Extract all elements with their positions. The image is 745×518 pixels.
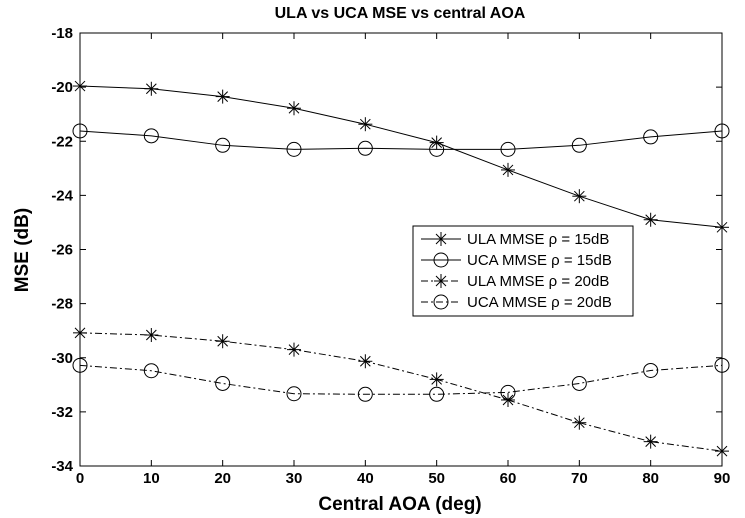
data-point [73,325,87,340]
data-point [429,386,445,402]
data-point [143,128,159,144]
data-point [357,386,373,402]
data-point [715,220,729,235]
data-point [643,434,658,449]
y-tick-label: -18 [51,25,73,42]
data-point [286,386,302,402]
data-point [73,79,87,94]
series-line [79,130,723,150]
data-point [215,89,230,104]
legend-box [412,225,634,317]
data-point [215,137,231,153]
legend-label: ULA MMSE ρ = 15dB [467,231,609,248]
series-3 [73,325,729,459]
series-1 [73,79,729,235]
legend-label: UCA MMSE ρ = 20dB [467,294,612,311]
series-2 [72,123,730,157]
legend-marker [434,274,448,288]
x-tick-label: 80 [642,470,659,487]
data-point [429,141,445,157]
x-tick-label: 40 [357,470,374,487]
x-tick-label: 20 [214,470,231,487]
series-line [79,364,723,395]
x-tick-label: 50 [428,470,445,487]
legend-marker [434,232,448,246]
x-tick-label: 10 [143,470,160,487]
data-point [572,415,587,430]
data-point [358,117,373,132]
data-point [357,140,373,156]
data-point [714,123,730,139]
y-tick-label: -24 [51,187,73,204]
data-point [643,129,659,145]
data-point [144,81,159,96]
y-tick-label: -28 [51,296,73,313]
data-point [501,392,515,407]
series-line [79,332,723,452]
data-point [358,354,373,369]
data-point [215,334,230,349]
x-tick-label: 70 [571,470,588,487]
x-tick-label: 60 [500,470,517,487]
data-point [715,444,729,459]
y-tick-label: -26 [51,242,73,259]
data-point [643,212,658,227]
y-axis-label: MSE (dB) [12,208,33,292]
data-point [429,372,444,387]
data-point [72,123,88,139]
legend-label: UCA MMSE ρ = 15dB [467,252,612,269]
series-4 [72,357,730,402]
data-point [287,101,301,116]
y-tick-label: -32 [51,404,73,421]
chart-title: ULA vs UCA MSE vs central AOA [275,5,526,22]
series-line [79,85,723,228]
data-point [144,328,159,343]
data-point [571,375,587,391]
legend: ULA MMSE ρ = 15dB UCA MMSE ρ = 15dB ULA MM… [412,225,634,317]
data-point [571,137,587,153]
y-tick-label: -20 [51,79,73,96]
x-tick-label: 30 [286,470,303,487]
data-point [714,357,730,373]
data-point [501,162,515,177]
data-point [143,363,159,379]
data-point [72,357,88,373]
data-point [500,384,516,400]
y-tick-label: -34 [51,458,73,475]
data-point [572,189,587,204]
x-tick-label: 0 [76,470,84,487]
y-tick-label: -22 [51,133,73,150]
legend-marker [433,294,449,310]
x-axis-label: Central AOA (deg) [318,494,481,515]
x-tick-label: 90 [714,470,731,487]
legend-label: ULA MMSE ρ = 20dB [467,273,609,290]
data-point [215,375,231,391]
data-point [500,141,516,157]
legend-marker [433,252,449,268]
data-point [643,362,659,378]
data-point [286,141,302,157]
data-point [287,342,301,357]
y-tick-label: -30 [51,350,73,367]
